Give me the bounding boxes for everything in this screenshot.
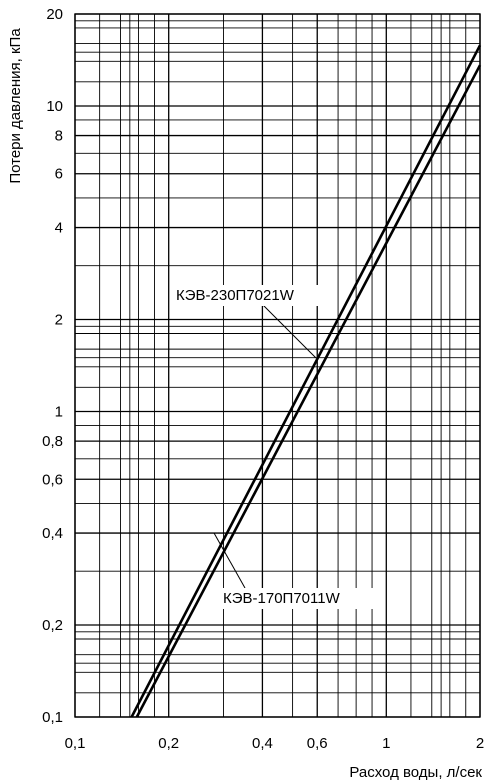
x-tick-label: 1 — [382, 735, 390, 752]
x-axis-label: Расход воды, л/сек — [349, 764, 482, 781]
x-tick-label: 0,2 — [158, 735, 179, 752]
plot-frame — [74, 13, 481, 718]
x-tick-labels: 0,1 0,2 0,4 0,6 1 2 — [65, 735, 485, 752]
x-tick-label: 2 — [476, 735, 484, 752]
y-tick-label: 0,2 — [42, 617, 63, 634]
y-tick-labels: 0,1 0,2 0,4 0,6 0,8 1 2 4 6 8 10 20 — [42, 6, 63, 726]
annotations: КЭВ-230П7021W КЭВ-170П7011W — [173, 285, 379, 609]
y-tick-label: 10 — [46, 98, 63, 115]
annotation-label: КЭВ-230П7021W — [176, 287, 295, 304]
y-axis-label: Потери давления, кПа — [7, 28, 24, 184]
y-tick-label: 8 — [55, 128, 63, 145]
annotation-label: КЭВ-170П7011W — [223, 590, 341, 607]
annotation-leader-line — [213, 532, 246, 589]
y-tick-label: 4 — [55, 220, 63, 237]
series-line-1 — [130, 44, 482, 718]
y-tick-label: 6 — [55, 166, 63, 183]
y-tick-label: 0,1 — [42, 709, 63, 726]
y-tick-label: 0,4 — [42, 525, 63, 542]
annotation-label-background — [173, 285, 332, 306]
annotation-leader-line — [262, 304, 317, 359]
x-tick-label: 0,1 — [65, 735, 86, 752]
y-tick-label: 1 — [55, 403, 63, 420]
annotation-label-background — [220, 588, 379, 609]
y-tick-label: 0,8 — [42, 433, 63, 450]
grid-lines — [74, 13, 481, 718]
y-tick-label: 0,6 — [42, 471, 63, 488]
x-tick-label: 0,4 — [252, 735, 273, 752]
y-tick-label: 20 — [46, 6, 63, 23]
y-tick-label: 2 — [55, 312, 63, 329]
x-tick-label: 0,6 — [307, 735, 328, 752]
curves — [130, 44, 482, 718]
series-line-2 — [135, 64, 482, 718]
